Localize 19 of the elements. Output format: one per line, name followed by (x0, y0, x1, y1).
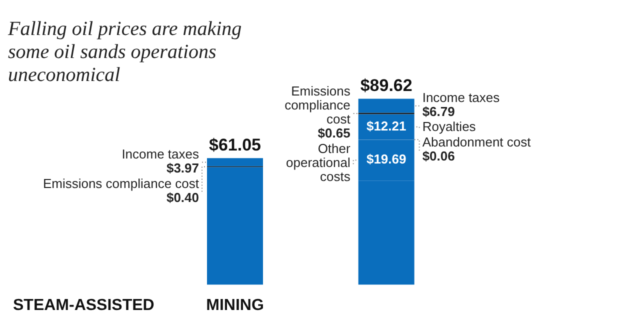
data-label: $19.69 (366, 152, 406, 167)
x-tick-label: STEAM-ASSISTED (12, 296, 154, 314)
series-label: Royalties (422, 118, 476, 134)
data-label: $3.97 (166, 160, 200, 176)
data-label: $0.06 (422, 148, 455, 164)
series-label: Income taxes (122, 146, 200, 162)
text: Income taxes (422, 90, 500, 105)
x-tick-label: MINING (206, 296, 264, 314)
data-label: $12.21 (366, 118, 406, 134)
series-label: Emissions compliance cost (284, 84, 351, 127)
data-label: $0.40 (166, 190, 200, 205)
chart-title: Falling oil prices are making some oil sands operations uneconomical (8, 18, 243, 87)
series-label: Abandonment cost (422, 134, 532, 150)
total-label: $89.62 (360, 76, 412, 95)
data-label: $0.65 (318, 126, 350, 141)
data-label: $6.79 (422, 104, 455, 119)
series-label: Other operational costs (286, 141, 352, 184)
text: Emissions compliance cost (42, 176, 200, 191)
total-label: $61.05 (209, 135, 261, 154)
